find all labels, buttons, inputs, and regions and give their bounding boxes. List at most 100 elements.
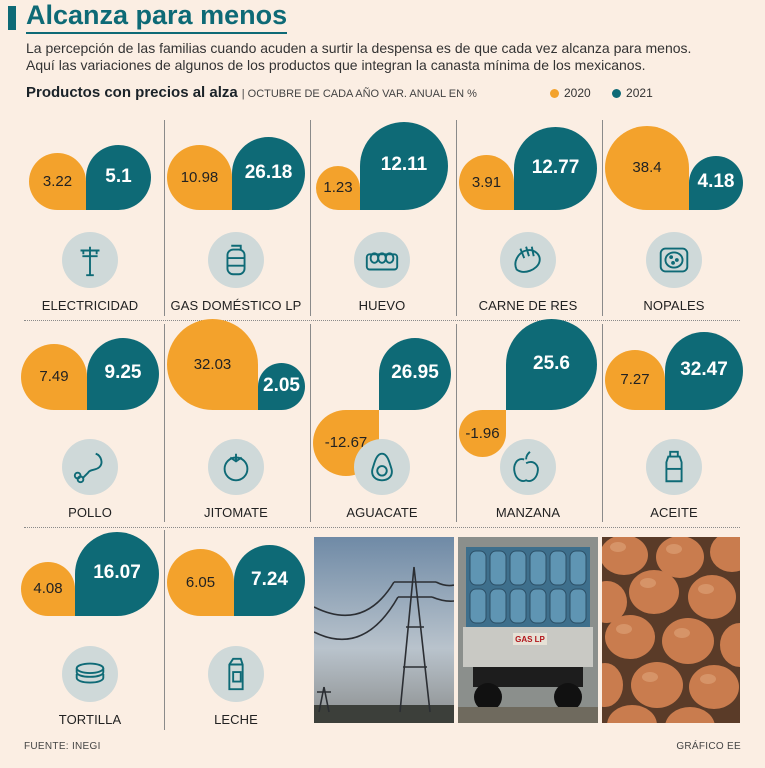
bar-2021 xyxy=(360,122,448,210)
value-label-2020: -12.67 xyxy=(324,434,368,451)
product-cell: 38.4 4.18 NOPALES xyxy=(604,126,744,330)
value-label-2020: 4.08 xyxy=(33,580,63,597)
bar-2020 xyxy=(21,344,87,410)
bar-2021 xyxy=(689,156,743,210)
svg-text:GAS LP: GAS LP xyxy=(515,635,545,644)
value-label-2021: 26.95 xyxy=(391,362,439,383)
value-label-2020: -1.96 xyxy=(465,424,500,442)
category-label: POLLO xyxy=(68,505,112,520)
bar-2021 xyxy=(665,332,743,410)
value-label-2020: 7.49 xyxy=(39,368,69,385)
value-label-2020: 38.4 xyxy=(632,159,662,176)
bar-2021 xyxy=(232,137,305,210)
bar-2021 xyxy=(379,338,451,410)
bar-2021 xyxy=(75,532,159,616)
oil-bottle-icon xyxy=(646,439,702,495)
bar-2020 xyxy=(29,153,86,210)
bar-2020 xyxy=(21,562,75,616)
product-cell: 3.91 12.77 CARNE DE RES xyxy=(458,127,598,330)
value-label-2021: 16.07 xyxy=(93,562,141,583)
category-label: CARNE DE RES xyxy=(478,298,578,313)
col-divider xyxy=(164,530,165,730)
category-label: LECHE xyxy=(214,712,258,727)
value-label-2021: 9.25 xyxy=(104,362,142,383)
legend-dot-2021 xyxy=(612,89,622,98)
value-label-2021: 25.6 xyxy=(533,352,570,374)
product-cell: 7.49 9.25 POLLO xyxy=(20,330,160,530)
product-cell: 4.08 16.07 TORTILLA xyxy=(20,532,160,736)
product-cell: 1.23 12.11 HUEVO xyxy=(312,122,452,330)
product-cell: -1.96 25.6 MANZANA xyxy=(458,319,598,530)
bar-2020 xyxy=(167,319,258,410)
apple-icon xyxy=(500,439,556,495)
bar-2021 xyxy=(514,127,597,210)
value-label-2021: 7.24 xyxy=(251,568,288,590)
product-cell: -12.67 26.95 AGUACATE xyxy=(312,330,452,530)
bar-2021 xyxy=(234,545,305,616)
row-divider-2 xyxy=(24,527,740,528)
category-label: GAS DOMÉSTICO LP xyxy=(170,298,302,313)
col-divider xyxy=(164,120,165,316)
category-label: NOPALES xyxy=(643,298,705,313)
row-divider-1 xyxy=(24,320,740,321)
value-label-2020: 10.98 xyxy=(180,168,219,186)
legend-label-2021: 2021 xyxy=(626,86,653,100)
bar-2021 xyxy=(258,363,305,410)
bar-2020 xyxy=(167,549,234,616)
col-divider xyxy=(310,120,311,316)
value-label-2021: 4.18 xyxy=(697,171,735,192)
bar-2020 xyxy=(605,126,689,210)
value-label-2020: 3.22 xyxy=(42,172,73,190)
source-note: FUENTE: INEGI xyxy=(24,741,101,752)
value-label-2020: 32.03 xyxy=(193,355,232,373)
bar-2020 xyxy=(459,410,506,457)
value-label-2021: 32.47 xyxy=(680,359,728,380)
tortilla-icon xyxy=(62,646,118,702)
col-divider xyxy=(456,324,457,522)
legend-dot-2020 xyxy=(550,89,559,98)
legend-label-2020: 2020 xyxy=(564,86,591,100)
subtitle-note: | OCTUBRE DE CADA AÑO VAR. ANUAL EN % xyxy=(241,88,477,100)
product-cell: 6.05 7.24 LECHE xyxy=(166,536,306,736)
col-divider xyxy=(602,324,603,522)
page-title: Alcanza para menos xyxy=(26,0,288,34)
chicken-leg-icon xyxy=(62,439,118,495)
value-label-2021: 5.1 xyxy=(105,165,132,187)
product-cell: 10.98 26.18 GAS DOMÉSTICO LP xyxy=(166,130,306,330)
value-label-2020: 3.91 xyxy=(471,173,502,191)
bar-2020 xyxy=(316,166,360,210)
bar-2020 xyxy=(459,155,514,210)
intro-line-2: Aquí las variaciones de algunos de los p… xyxy=(26,57,646,73)
category-label: JITOMATE xyxy=(204,505,268,520)
nopal-icon xyxy=(646,232,702,288)
intro-line-1: La percepción de las familias cuando acu… xyxy=(26,40,692,56)
eggs-icon xyxy=(354,232,410,288)
value-label-2020: 6.05 xyxy=(185,573,216,591)
category-label: ELECTRICIDAD xyxy=(41,298,139,313)
bar-2020 xyxy=(605,350,665,410)
value-label-2020: 7.27 xyxy=(620,371,650,388)
legend-item-2020: 2020 xyxy=(550,86,591,100)
beef-icon xyxy=(500,232,556,288)
category-label: ACEITE xyxy=(650,505,698,520)
legend: 2020 2021 xyxy=(550,86,671,100)
subtitle-bold: Productos con precios al alza xyxy=(26,84,238,101)
product-cell: 7.27 32.47 ACEITE xyxy=(604,330,744,530)
eggs-photo xyxy=(602,537,740,723)
tomato-icon xyxy=(208,439,264,495)
value-label-2021: 12.11 xyxy=(380,154,428,175)
legend-item-2021: 2021 xyxy=(612,86,653,100)
category-label: TORTILLA xyxy=(58,712,122,727)
credit-note: GRÁFICO EE xyxy=(676,741,741,752)
category-label: AGUACATE xyxy=(346,505,418,520)
bar-2021 xyxy=(506,319,597,410)
intro-text: La percepción de las familias cuando acu… xyxy=(26,40,746,74)
power-lines-photo xyxy=(314,537,454,723)
col-divider xyxy=(310,324,311,522)
product-cell: 3.22 5.1 ELECTRICIDAD xyxy=(20,130,160,330)
gas-truck-photo: GAS LP xyxy=(458,537,598,723)
gas-cylinder-icon xyxy=(208,232,264,288)
col-divider xyxy=(456,120,457,316)
chart-subtitle: Productos con precios al alza | OCTUBRE D… xyxy=(26,84,477,101)
category-label: HUEVO xyxy=(358,298,406,313)
